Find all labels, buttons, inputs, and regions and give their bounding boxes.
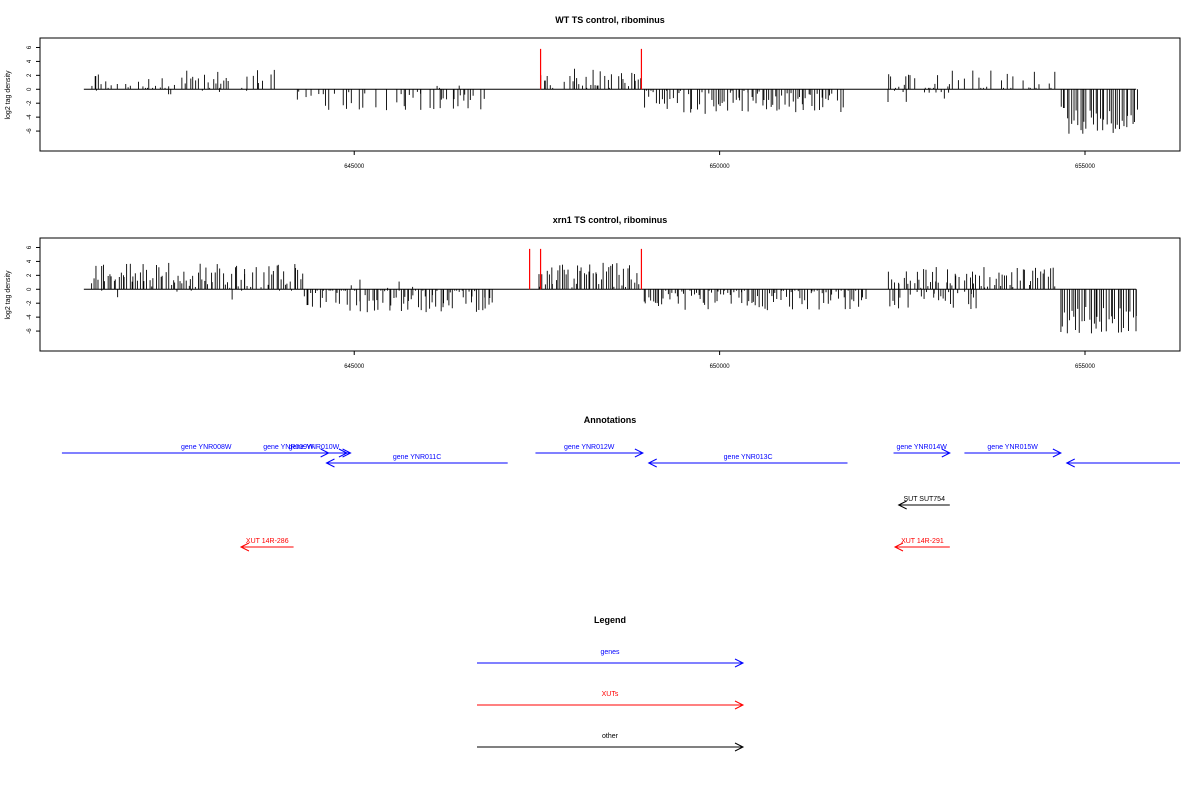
- legend-arrowhead: [734, 700, 745, 710]
- y-tick-label: 0: [27, 87, 33, 91]
- wt-density-panel: WT TS control, ribominus log2 tag densit…: [5, 15, 1181, 170]
- legend-label: XUTs: [602, 691, 619, 698]
- annotation-label: XUT 14R-286: [246, 538, 289, 545]
- wt-panel-title: WT TS control, ribominus: [555, 15, 665, 25]
- wt-plot-frame: [39, 37, 1181, 152]
- wt-density-bars: [83, 48, 1138, 134]
- annotation-arrowhead: [893, 542, 904, 552]
- y-tick-label: -2: [27, 100, 33, 106]
- y-tick-label: -4: [27, 314, 33, 320]
- annotation-gene: gene YNR012W: [535, 444, 645, 458]
- x-tick-label: 645000: [344, 364, 365, 370]
- annotation-arrowhead: [897, 500, 907, 510]
- annotation-other: SUT SUT754: [897, 496, 950, 510]
- annotation-arrowhead: [338, 448, 349, 458]
- legend-entry-other: other: [477, 733, 745, 752]
- annotation-gene: [1065, 458, 1180, 468]
- annotation-gene: gene YNR013C: [647, 454, 848, 468]
- annotation-label: gene YNR008W: [181, 444, 232, 451]
- x-tick-label: 655000: [1075, 164, 1096, 170]
- legend-entry-xut: XUTs: [477, 691, 745, 710]
- legend-panel: Legend genes XUTs other: [477, 615, 745, 752]
- xrn1-panel-title: xrn1 TS control, ribominus: [553, 215, 668, 225]
- annotation-label: gene YNR015W: [987, 444, 1038, 451]
- y-tick-label: 4: [27, 59, 33, 63]
- annotation-arrowhead: [342, 448, 352, 458]
- annotation-xut: XUT 14R-286: [239, 538, 294, 552]
- legend-label: genes: [600, 649, 620, 656]
- annotation-gene: gene YNR011C: [325, 454, 508, 468]
- annotation-label: SUT SUT754: [903, 496, 945, 503]
- y-tick-label: -4: [27, 114, 33, 120]
- annotation-gene: gene YNR010W: [281, 444, 349, 458]
- xrn1-panel-ylabel: log2 tag density: [5, 270, 12, 320]
- xrn1-plot-frame: [39, 237, 1181, 352]
- annotation-label: gene YNR013C: [724, 454, 773, 461]
- annotation-gene: gene YNR015W: [964, 444, 1063, 458]
- annotation-label: gene YNR012W: [564, 444, 615, 451]
- legend-title: Legend: [594, 615, 626, 625]
- annotation-arrowhead: [634, 448, 645, 458]
- y-tick-label: 2: [27, 73, 33, 77]
- annotations-title: Annotations: [584, 415, 637, 425]
- wt-axes: -6 -4 -2 0 2 4 6 645000 650000 655000: [27, 45, 1096, 170]
- legend-arrowhead: [734, 742, 745, 752]
- legend-entry-gene: genes: [477, 649, 745, 668]
- annotation-arrowhead: [1052, 448, 1063, 458]
- y-tick-label: 4: [27, 259, 33, 263]
- annotation-arrowhead: [239, 542, 250, 552]
- y-tick-label: 6: [27, 45, 33, 49]
- wt-panel-ylabel: log2 tag density: [5, 70, 12, 120]
- y-tick-label: 2: [27, 273, 33, 277]
- x-tick-label: 650000: [710, 364, 731, 370]
- annotations-panel: Annotations gene YNR008W gene YNR009Wgene…: [61, 415, 1180, 552]
- legend-entries: genes XUTs other: [477, 649, 745, 752]
- y-tick-label: -6: [27, 328, 33, 334]
- y-tick-label: -2: [27, 300, 33, 306]
- legend-arrowhead: [734, 658, 745, 668]
- annotation-label: gene YNR009W: [263, 444, 314, 451]
- annotation-label: gene YNR014W: [896, 444, 947, 451]
- legend-label: other: [602, 733, 619, 740]
- annotation-label: gene YNR010W: [289, 444, 340, 451]
- annotation-arrowhead: [647, 458, 657, 468]
- annotation-label: XUT 14R-291: [901, 538, 944, 545]
- xrn1-density-bars: [83, 248, 1137, 334]
- y-tick-label: 6: [27, 245, 33, 249]
- x-tick-label: 655000: [1075, 364, 1096, 370]
- annotation-arrowhead: [325, 458, 335, 468]
- annotation-label: gene YNR011C: [393, 454, 441, 461]
- x-tick-label: 650000: [710, 164, 731, 170]
- annotation-arrowhead: [941, 448, 951, 458]
- annotation-xut: XUT 14R-291: [893, 538, 950, 552]
- x-tick-label: 645000: [344, 164, 365, 170]
- xrn1-axes: -6 -4 -2 0 2 4 6 645000 650000 655000: [27, 245, 1096, 370]
- y-tick-label: 0: [27, 287, 33, 291]
- annotation-gene: gene YNR014W: [893, 444, 951, 458]
- xrn1-density-panel: xrn1 TS control, ribominus log2 tag dens…: [5, 215, 1181, 370]
- y-tick-label: -6: [27, 128, 33, 134]
- annotation-arrowhead: [1065, 458, 1075, 468]
